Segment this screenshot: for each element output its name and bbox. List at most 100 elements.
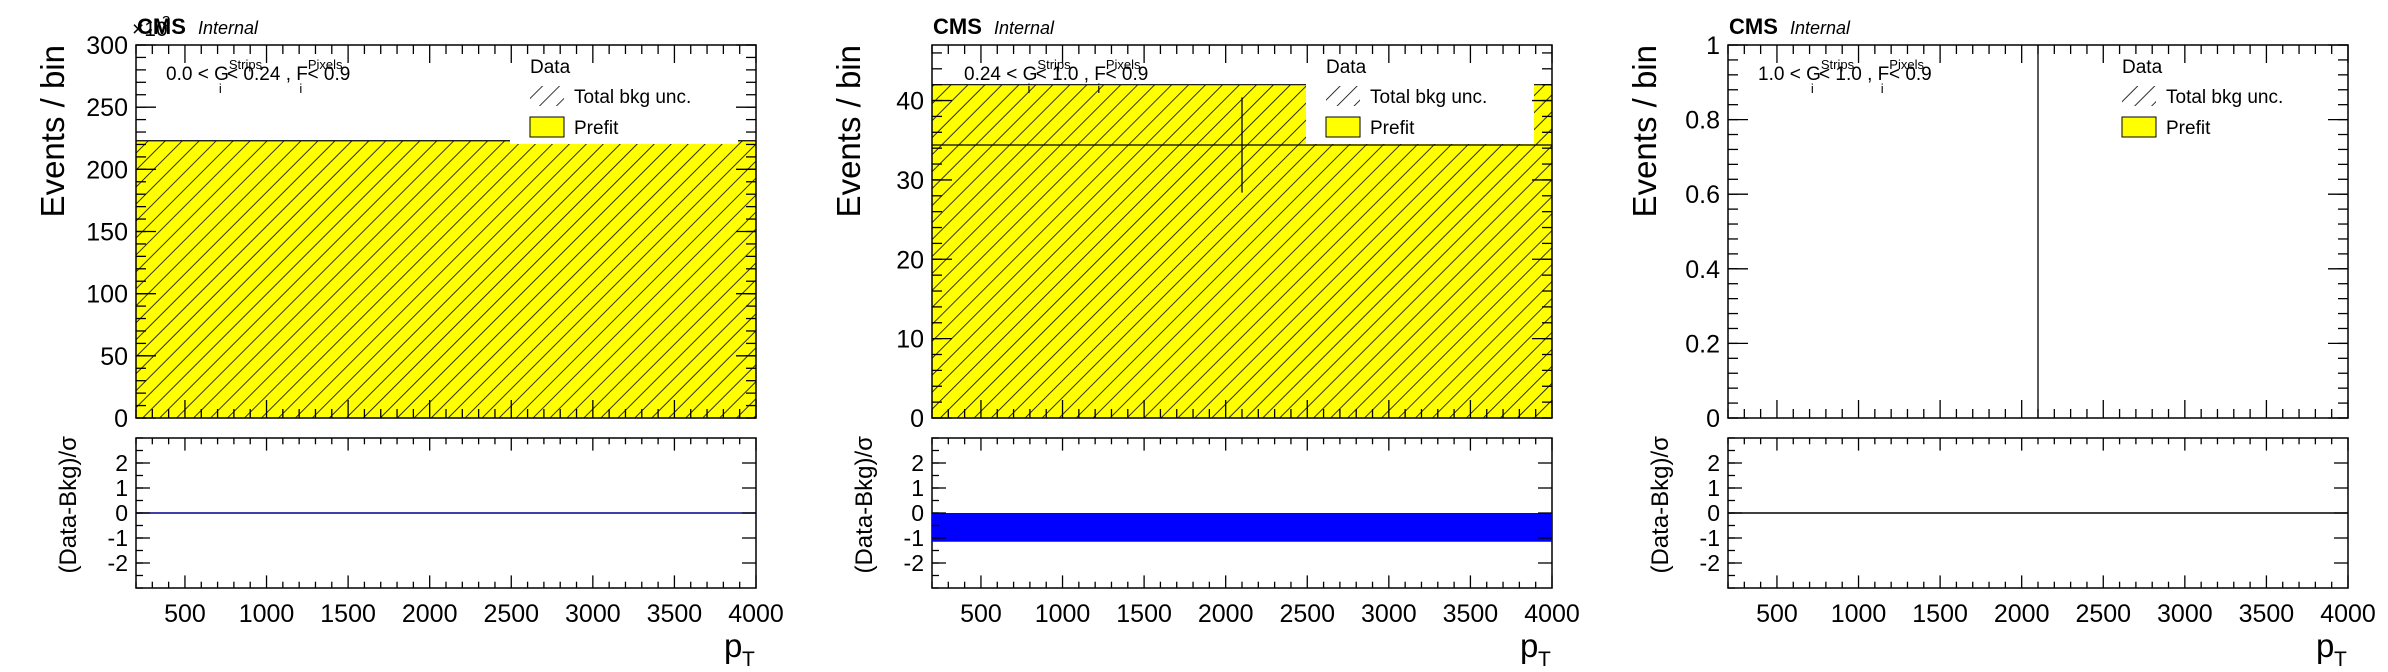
region-label-part: Strips [229, 57, 263, 72]
y-tick-label: 0.2 [1685, 330, 1720, 358]
region-label-part: < 0.9 [302, 64, 350, 85]
region-label-part: < 0.24 , F [222, 64, 308, 85]
ratio-y-tick-label: -2 [1700, 550, 1720, 576]
ratio-y-tick-label: 0 [911, 500, 924, 526]
region-label-part: i [219, 81, 222, 96]
legend-data-label: Data [1326, 57, 1367, 78]
ratio-y-tick-label: 2 [911, 450, 924, 476]
cms-status-label: Internal [198, 18, 259, 38]
x-tick-label: 2000 [1994, 600, 2050, 628]
x-tick-label: 1500 [320, 600, 376, 628]
y-tick-label: 20 [896, 246, 924, 274]
ratio-y-axis-title: (Data-Bkg)/σ [1647, 436, 1674, 574]
y-tick-label: 0 [1706, 405, 1720, 433]
x-tick-label: 4000 [1524, 600, 1580, 628]
ratio-y-tick-label: -2 [108, 550, 128, 576]
x-tick-label: 2500 [2075, 600, 2131, 628]
region-label-part: Pixels [308, 57, 343, 72]
y-tick-label: 1 [1706, 32, 1720, 60]
region-label-part: < 1.0 , F [1814, 64, 1890, 85]
legend-data-label: Data [530, 57, 571, 78]
y-tick-label: 100 [86, 281, 128, 309]
y-tick-label: 250 [86, 94, 128, 122]
legend-prefit-swatch [2121, 116, 2157, 138]
ratio-y-tick-label: -1 [1700, 525, 1720, 551]
region-label-part: 0.24 < G [964, 64, 1037, 85]
legend-prefit-swatch [529, 116, 565, 138]
y-multiplier: ×10 [132, 18, 168, 41]
x-tick-label: 1500 [1912, 600, 1968, 628]
region-label-part: 1.0 < G [1758, 64, 1821, 85]
y-tick-label: 50 [100, 343, 128, 371]
ratio-y-tick-label: 0 [1707, 500, 1720, 526]
x-tick-label: 3500 [2239, 600, 2295, 628]
x-tick-label: 3000 [565, 600, 621, 628]
x-tick-label: 2500 [1279, 600, 1335, 628]
y-tick-label: 0.6 [1685, 181, 1720, 209]
cms-status-label: Internal [1790, 18, 1851, 38]
legend-prefit-label: Prefit [574, 118, 619, 139]
ratio-bar [932, 513, 1552, 542]
region-label-part: < 1.0 , F [1030, 64, 1106, 85]
y-tick-label: 300 [86, 32, 128, 60]
cms-label: CMS [933, 14, 982, 39]
x-tick-label: 1000 [1035, 600, 1091, 628]
ratio-y-tick-label: 1 [115, 475, 128, 501]
x-tick-label: 2500 [483, 600, 539, 628]
legend-prefit-label: Prefit [1370, 118, 1415, 139]
ratio-y-tick-label: -1 [108, 525, 128, 551]
x-axis-title-sub: T [2334, 648, 2347, 671]
x-axis-title-sub: T [1538, 648, 1551, 671]
legend-total-bkg-label: Total bkg unc. [1370, 87, 1487, 108]
y-tick-label: 0.4 [1685, 256, 1720, 284]
x-axis-title: p [2316, 627, 2334, 664]
x-tick-label: 2000 [1198, 600, 1254, 628]
x-tick-label: 1000 [239, 600, 295, 628]
y-axis-title: Events / bin [830, 45, 867, 217]
legend-hatch-swatch [2122, 86, 2156, 106]
legend-hatch-swatch [1326, 86, 1360, 106]
x-axis-title-sub: T [742, 648, 755, 671]
x-tick-label: 3500 [1443, 600, 1499, 628]
y-tick-label: 0 [910, 405, 924, 433]
y-axis-title: Events / bin [1626, 45, 1663, 217]
y-tick-label: 0.8 [1685, 107, 1720, 135]
y-tick-label: 200 [86, 156, 128, 184]
x-tick-label: 500 [960, 600, 1002, 628]
x-tick-label: 3000 [2157, 600, 2213, 628]
legend-prefit-label: Prefit [2166, 118, 2211, 139]
bkg-unc-band [136, 140, 756, 418]
y-tick-label: 10 [896, 326, 924, 354]
region-label-part: < 0.9 [1884, 64, 1932, 85]
cms-status-label: Internal [994, 18, 1055, 38]
legend-prefit-swatch [1325, 116, 1361, 138]
ratio-y-tick-label: 2 [115, 450, 128, 476]
region-label-part: Strips [1821, 57, 1855, 72]
ratio-y-tick-label: 2 [1707, 450, 1720, 476]
legend-hatch-swatch [530, 86, 564, 106]
legend-total-bkg-label: Total bkg unc. [2166, 87, 2283, 108]
x-tick-label: 2000 [402, 600, 458, 628]
region-label-part: 0.0 < G [166, 64, 229, 85]
cms-label: CMS [1729, 14, 1778, 39]
x-tick-label: 500 [1756, 600, 1798, 628]
ratio-y-tick-label: -1 [904, 525, 924, 551]
x-tick-label: 500 [164, 600, 206, 628]
x-tick-label: 3500 [647, 600, 703, 628]
ratio-y-tick-label: -2 [904, 550, 924, 576]
region-label-part: Pixels [1889, 57, 1924, 72]
region-label-part: i [1097, 81, 1100, 96]
region-label: 0.24 < GStrips i < 1.0 , FPixels i < 0.9 [964, 57, 1148, 96]
x-tick-label: 3000 [1361, 600, 1417, 628]
region-label: 1.0 < GStrips i < 1.0 , FPixels i < 0.9 [1758, 57, 1932, 96]
ratio-y-axis-title: (Data-Bkg)/σ [55, 436, 82, 574]
x-tick-label: 1500 [1116, 600, 1172, 628]
y-tick-label: 40 [896, 88, 924, 116]
ratio-y-tick-label: 1 [1707, 475, 1720, 501]
x-tick-label: 1000 [1831, 600, 1887, 628]
cms-label: CMS [137, 14, 186, 39]
